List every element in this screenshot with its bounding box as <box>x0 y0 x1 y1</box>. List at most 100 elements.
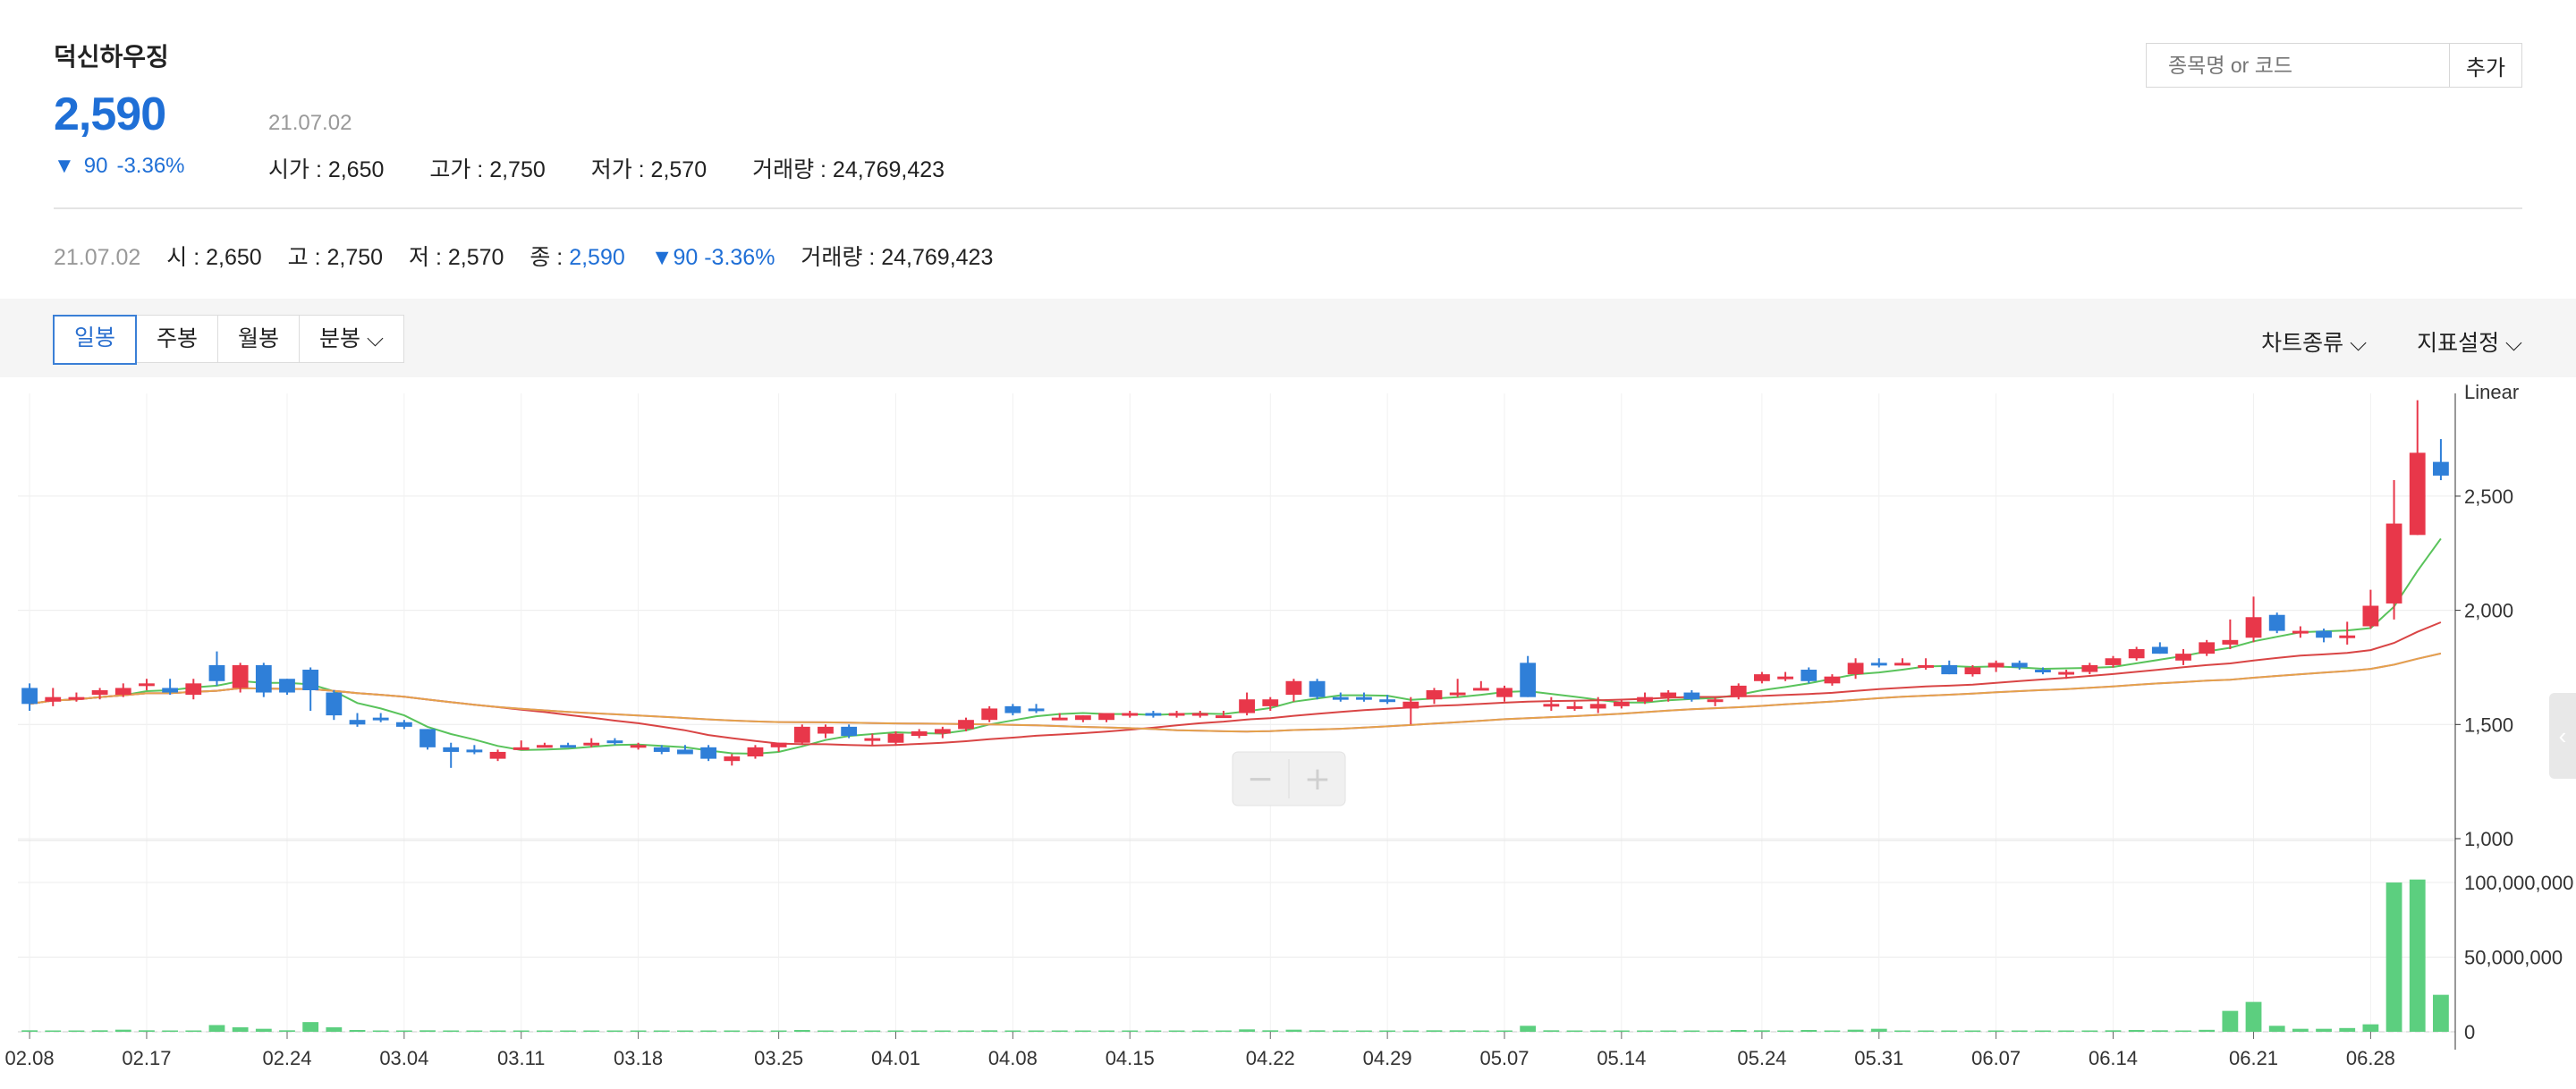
high-price: 고가 : 2,750 <box>429 157 546 182</box>
volume-bar <box>677 1030 693 1032</box>
candle-down <box>677 749 693 755</box>
volume-bar <box>2175 1030 2191 1032</box>
open-price: 시가 : 2,650 <box>268 157 385 182</box>
volume-bar <box>1753 1030 1770 1032</box>
volume-bar <box>255 1028 272 1032</box>
volume-bar <box>1356 1030 1372 1032</box>
candle-up <box>2105 658 2122 665</box>
price-tick-label: 1,000 <box>2464 828 2513 850</box>
volume-bar <box>1309 1030 1326 1032</box>
candle-up <box>139 683 155 687</box>
candle-down <box>1941 664 1958 675</box>
candle-up <box>1216 715 1232 719</box>
volume-bar <box>911 1030 928 1032</box>
candle-up <box>1707 699 1724 703</box>
volume-bar <box>1051 1030 1068 1032</box>
volume-bar <box>1285 1029 1302 1032</box>
volume-bar <box>139 1030 155 1032</box>
chevron-down-icon: ⌵ <box>367 326 384 351</box>
chevron-down-icon: ⌵ <box>2505 331 2522 356</box>
search-input[interactable] <box>2146 43 2449 88</box>
candle-up <box>1964 667 1981 675</box>
candle-down <box>1332 696 1349 700</box>
candle-up <box>1239 699 1255 713</box>
indicator-settings-dropdown[interactable]: 지표설정 ⌵ <box>2417 325 2522 358</box>
candle-down <box>653 747 670 752</box>
volume-bar <box>1191 1030 1208 1032</box>
volume-bar <box>958 1030 974 1032</box>
candle-up <box>91 690 108 696</box>
tab-monthly[interactable]: 월봉 <box>217 315 301 363</box>
time-tick-label: 02.08 <box>5 1047 55 1069</box>
zoom-in-icon[interactable]: + <box>1304 761 1331 798</box>
candle-up <box>583 742 600 746</box>
candle-down <box>1309 680 1326 697</box>
candle-up <box>2222 639 2239 645</box>
volume-bar <box>2385 882 2402 1032</box>
summary-volume-key: 거래량 : <box>801 245 882 270</box>
candle-up <box>1168 713 1185 716</box>
candle-up <box>2175 654 2191 661</box>
candle-down <box>395 722 412 727</box>
volume-bar <box>981 1030 998 1032</box>
volume-bar <box>1028 1030 1045 1032</box>
volume-bar <box>1168 1030 1185 1032</box>
volume-bar <box>1777 1030 1793 1032</box>
current-price: 2,590 <box>54 89 166 140</box>
tab-minute[interactable]: 분봉 ⌵ <box>299 315 404 363</box>
candle-down <box>349 720 366 725</box>
candle-up <box>1191 713 1208 716</box>
candle-down <box>372 717 389 721</box>
candle-down <box>1356 696 1372 700</box>
volume-bar <box>606 1030 623 1032</box>
summary-low: 2,570 <box>447 245 504 270</box>
summary-open: 2,650 <box>206 245 262 270</box>
side-panel-toggle[interactable]: ‹ <box>2549 693 2576 779</box>
volume-bar <box>2105 1030 2122 1032</box>
time-tick-label: 05.07 <box>1479 1047 1529 1069</box>
volume-bar <box>724 1030 741 1032</box>
tab-minute-label: 분봉 <box>319 326 361 351</box>
candle-up <box>1660 692 1677 697</box>
candle-up <box>1122 713 1139 716</box>
candle-up <box>1566 705 1583 709</box>
volume-bar <box>443 1030 460 1032</box>
zoom-out-icon[interactable]: − <box>1247 761 1274 798</box>
time-tick-label: 02.24 <box>262 1047 311 1069</box>
add-button[interactable]: 추가 <box>2449 43 2522 88</box>
volume-tick-label: 100,000,000 <box>2464 872 2573 894</box>
candle-down <box>162 688 179 693</box>
chart-type-dropdown[interactable]: 차트종류 ⌵ <box>2261 325 2367 358</box>
ma120-line <box>29 652 2442 733</box>
volume-bar <box>1589 1030 1606 1032</box>
tab-weekly[interactable]: 주봉 <box>136 315 219 363</box>
time-tick-label: 05.31 <box>1854 1047 1903 1069</box>
tab-daily[interactable]: 일봉 <box>53 315 138 365</box>
volume-bar <box>419 1030 436 1032</box>
time-tick-label: 05.14 <box>1597 1047 1646 1069</box>
volume-bar <box>1918 1030 1935 1032</box>
volume-bar <box>185 1030 202 1032</box>
volume-bar <box>1683 1030 1700 1032</box>
ma20-line <box>29 621 2442 747</box>
time-tick-label: 05.24 <box>1737 1047 1786 1069</box>
volume-bar <box>21 1030 38 1032</box>
volume-bar <box>489 1030 506 1032</box>
volume-bar <box>560 1030 576 1032</box>
candle-up <box>1894 663 1911 666</box>
candle-up <box>185 683 202 696</box>
stock-chart[interactable]: Linear 1,000 1,500 2,000 2,500 0 50,000,000 100… <box>0 384 2576 1089</box>
candle-down <box>279 679 295 693</box>
volume-bar <box>1426 1030 1443 1032</box>
candle-up <box>818 726 834 734</box>
chart-toolbar: 일봉 주봉 월봉 분봉 ⌵ 차트종류 ⌵ 지표설정 ⌵ <box>0 299 2576 377</box>
volume-bar <box>1964 1030 1981 1032</box>
indicator-label: 지표설정 <box>2417 331 2500 356</box>
volume-bar <box>279 1030 295 1032</box>
volume-bar <box>934 1030 951 1032</box>
time-tick-label: 02.17 <box>122 1047 171 1069</box>
volume-bar <box>1004 1030 1021 1032</box>
summary-low-key: 저 : <box>409 245 448 270</box>
candle-down <box>1870 663 1887 666</box>
volume-bar <box>91 1030 108 1032</box>
